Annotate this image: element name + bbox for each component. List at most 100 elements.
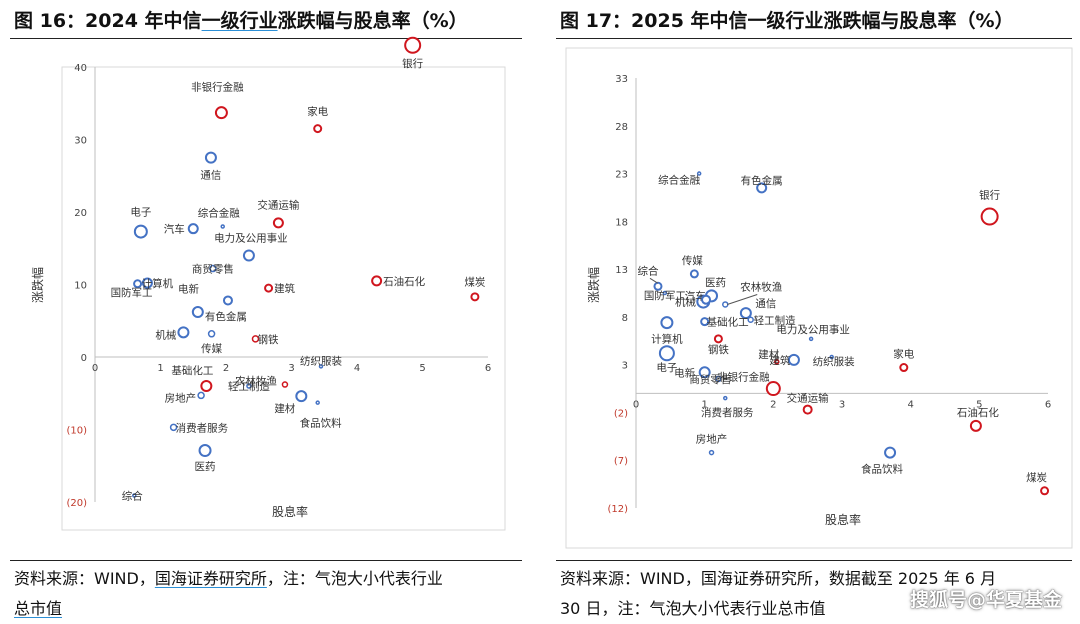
bubble-point: [774, 359, 780, 365]
point-label: 石油石化: [383, 275, 425, 288]
point-label: 机械: [675, 296, 696, 309]
leader-line: [727, 293, 758, 305]
bubble-point: [204, 151, 217, 164]
y-tick-label: (20): [66, 498, 87, 509]
x-axis-label: 股息率: [272, 504, 308, 519]
y-tick-label: 20: [74, 208, 87, 219]
left-source-link[interactable]: 国海证券研究所: [154, 569, 267, 588]
plot-frame: [61, 66, 506, 531]
y-tick-label: (10): [66, 426, 87, 437]
point-label: 通信: [755, 298, 776, 310]
left-title-rule: [10, 38, 522, 39]
bubble-point: [315, 400, 320, 405]
point-label: 建材: [274, 402, 295, 415]
bubble-point: [133, 224, 148, 239]
y-tick-label: (12): [607, 504, 628, 515]
point-label: 医药: [705, 277, 726, 289]
bubble-point: [884, 446, 897, 459]
point-label: 基础化工: [707, 316, 749, 329]
bubble-point: [272, 217, 284, 229]
point-label: 传媒: [201, 342, 222, 355]
y-tick-label: 23: [615, 170, 628, 181]
x-tick-label: 1: [157, 363, 163, 374]
left-source-c: 总市值: [14, 599, 63, 618]
bubble-point: [197, 391, 205, 400]
bubble-point: [200, 380, 213, 392]
bubble-point: [371, 275, 383, 287]
left-chart-title: 图 16：2024 年中信一级行业涨跌幅与股息率（%）: [14, 6, 468, 33]
point-label: 食品饮料: [861, 463, 903, 476]
point-label: 农林牧渔: [235, 375, 277, 388]
bubble-point: [715, 375, 722, 383]
point-label: 家电: [893, 348, 914, 361]
right-source-note: 资料来源：WIND，国海证券研究所，数据截至 2025 年 6 月 30 日，注…: [560, 564, 1072, 624]
bubble-point: [980, 207, 999, 226]
bubble-point: [756, 182, 768, 194]
bubble-point: [969, 419, 982, 432]
point-label: 食品饮料: [300, 417, 342, 430]
point-label: 农林牧渔: [740, 280, 782, 293]
x-tick-label: 5: [976, 399, 982, 410]
bubble-point: [1040, 486, 1050, 496]
point-label: 家电: [307, 105, 328, 118]
point-label: 建材: [758, 348, 779, 361]
point-label: 机械: [155, 328, 176, 341]
point-label: 综合: [122, 489, 143, 502]
x-tick-label: 0: [92, 363, 98, 374]
y-tick-label: 3: [622, 361, 628, 372]
x-tick-label: 3: [839, 399, 845, 410]
bubble-point: [829, 354, 834, 360]
point-label: 传媒: [682, 254, 703, 267]
right-source-line1: 资料来源：WIND，国海证券研究所，数据截至 2025 年 6 月: [560, 569, 997, 588]
left-scatter-chart: 0 1 2 3 4 5 6 40 30 20 10 0 (10) (20) 股息率 涨跌幅 银行非银行金融家电通…: [30, 36, 506, 531]
bubble-point: [318, 364, 324, 369]
y-tick-label: (2): [614, 408, 628, 419]
point-label: 建筑: [769, 354, 790, 367]
right-source-rule: [556, 560, 1072, 561]
bubble-point: [808, 336, 814, 342]
y-tick-label: 18: [615, 217, 628, 228]
leader-line: [649, 277, 659, 284]
point-label: 计算机: [651, 333, 683, 346]
point-label: 商贸零售: [689, 373, 731, 386]
bubble-point: [713, 334, 723, 344]
point-label: 房地产: [696, 433, 728, 446]
bubble-point: [177, 326, 190, 339]
point-label: 交通运输: [257, 198, 299, 211]
bubble-point: [722, 301, 729, 308]
bubble-point: [191, 306, 204, 319]
point-label: 消费者服务: [176, 421, 229, 434]
point-label: 煤炭: [1026, 471, 1048, 484]
bubble-point: [658, 345, 675, 362]
point-label: 国防军工: [111, 286, 153, 299]
point-label: 综合金融: [198, 207, 240, 220]
y-tick-label: 0: [81, 353, 87, 364]
right-title-rule: [556, 38, 1072, 39]
bubble-point: [787, 353, 800, 366]
bubble-point: [899, 363, 909, 373]
point-label: 石油石化: [957, 406, 999, 419]
bubble-point: [133, 279, 143, 289]
watermark: 搜狐号@华夏基金: [909, 589, 1062, 611]
bubble-point: [132, 493, 137, 498]
left-source-b: ，注：气泡大小代表行业: [266, 569, 443, 588]
point-label: 综合: [637, 264, 658, 277]
left-title-prefix: 图 16：2024 年中信: [14, 10, 202, 32]
point-label: 纺织服装: [300, 354, 342, 367]
point-label: 非银行金融: [717, 371, 770, 384]
point-label: 轻工制造: [228, 380, 270, 393]
point-label: 银行: [402, 57, 423, 70]
point-label: 综合金融: [658, 174, 700, 187]
x-tick-label: 5: [419, 363, 425, 374]
point-label: 汽车: [164, 223, 185, 236]
bubble-point: [802, 404, 813, 415]
right-chart-title: 图 17：2025 年中信一级行业涨跌幅与股息率（%）: [560, 10, 1014, 32]
left-title-suffix: 涨跌幅与股息率（%）: [277, 10, 468, 32]
y-tick-label: 33: [615, 74, 628, 85]
bubble-point: [698, 366, 711, 379]
bubble-point: [141, 277, 153, 289]
bubble-point: [207, 330, 216, 338]
y-tick-label: 13: [615, 265, 628, 276]
point-label: 建筑: [274, 282, 295, 295]
y-tick-label: 10: [74, 281, 87, 292]
